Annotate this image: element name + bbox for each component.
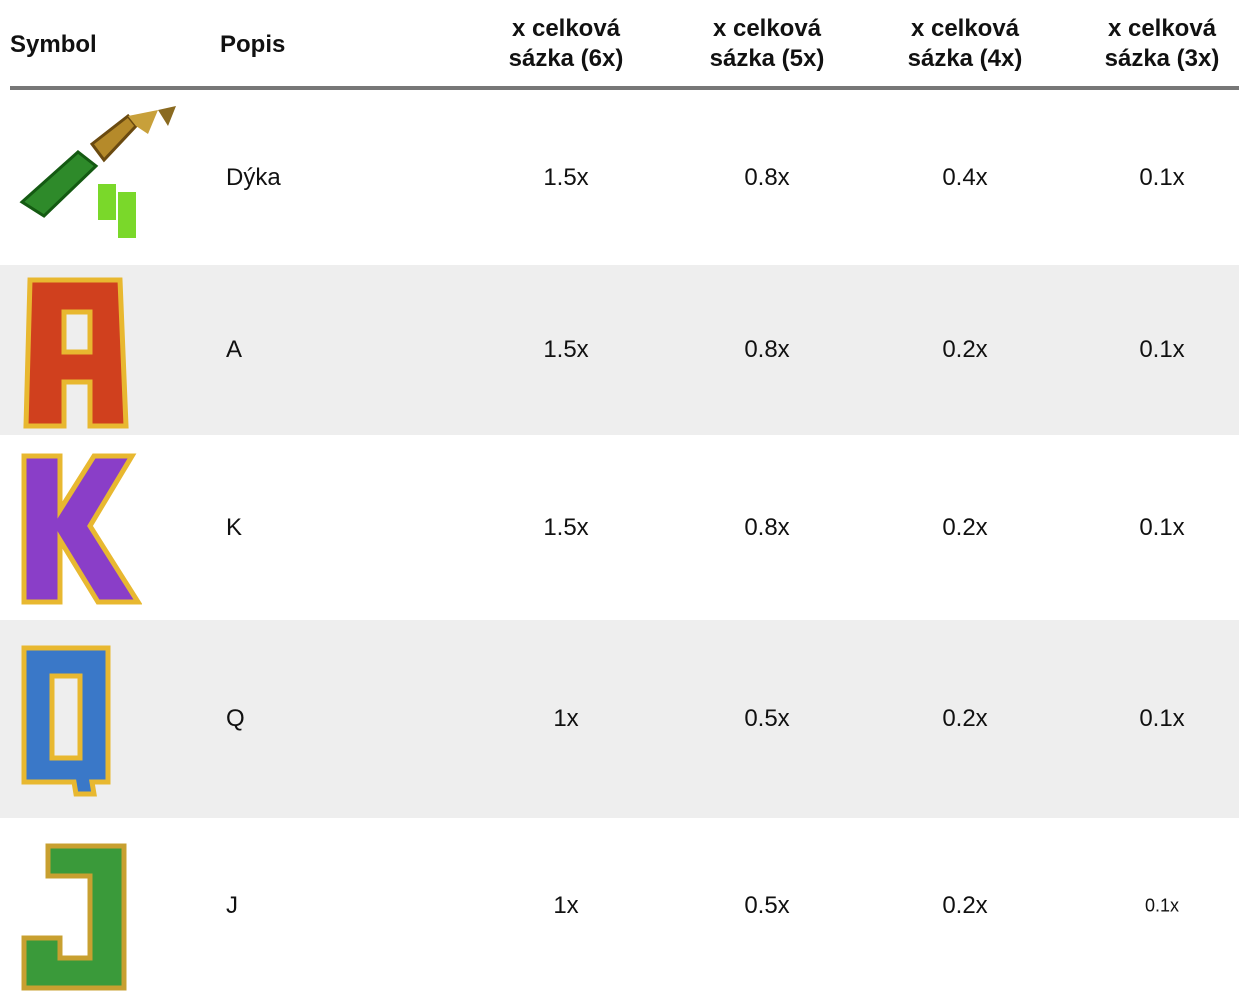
value-cell: 0.8x: [744, 513, 790, 541]
header-cell: x celková sázka (4x): [907, 15, 1023, 72]
description-cell: J: [226, 892, 238, 919]
dagger-icon: [19, 106, 176, 238]
value-cell: 1.5x: [543, 163, 589, 191]
value-cell: 0.5x: [744, 705, 790, 732]
value-cell: 0.1x: [1139, 705, 1185, 732]
header-cell: Popis: [220, 31, 286, 58]
header-cell: Symbol: [10, 31, 97, 58]
value-cell: 0.1x: [1139, 163, 1185, 191]
value-cell: 0.1x: [1144, 895, 1180, 916]
header-rule: [10, 86, 1239, 90]
letter-q-icon: [21, 645, 111, 797]
row-background: [0, 620, 1239, 818]
value-cell: 0.4x: [942, 163, 988, 191]
value-cell: 1x: [553, 705, 579, 732]
value-cell: 0.2x: [942, 892, 988, 919]
description-cell: Dýka: [226, 163, 281, 191]
value-cell: 0.2x: [942, 705, 988, 732]
value-cell: 0.2x: [942, 336, 988, 363]
description-cell: A: [226, 336, 243, 363]
description-cell: Q: [226, 705, 245, 732]
value-cell: 0.1x: [1139, 513, 1185, 541]
header-cell: x celková sázka (5x): [709, 15, 825, 72]
letter-a-icon: [23, 277, 129, 429]
value-cell: 0.5x: [744, 892, 790, 919]
row-background: [0, 265, 1239, 435]
value-cell: 0.8x: [744, 163, 790, 191]
value-cell: 0.1x: [1139, 336, 1185, 363]
header-cell: x celková sázka (6x): [508, 15, 624, 72]
description-cell: K: [226, 513, 243, 541]
value-cell: 0.2x: [942, 513, 988, 541]
value-cell: 0.8x: [744, 336, 790, 363]
letter-k-icon: [21, 453, 142, 605]
value-cell: 1x: [553, 892, 579, 919]
letter-j-icon: [21, 843, 127, 991]
value-cell: 1.5x: [543, 336, 589, 363]
value-cell: 1.5x: [543, 513, 589, 541]
header-cell: x celková sázka (3x): [1104, 15, 1220, 72]
